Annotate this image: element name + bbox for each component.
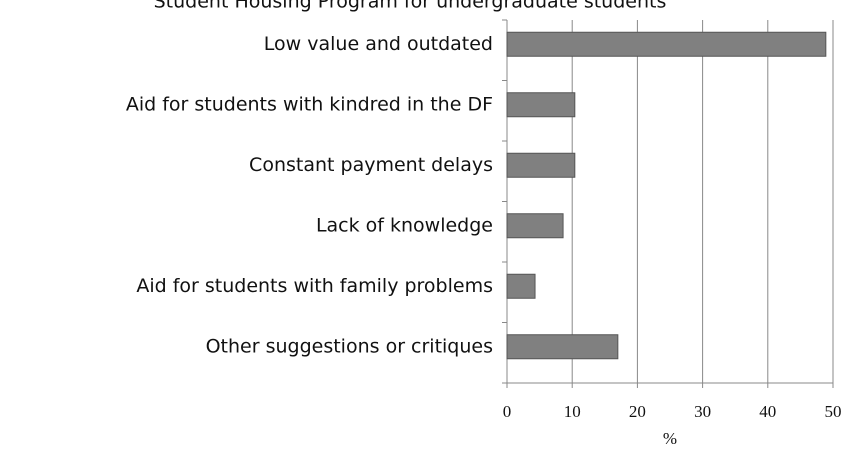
y-tick-label: Low value and outdated xyxy=(264,33,493,55)
bar xyxy=(506,31,827,57)
x-tick-label: 10 xyxy=(564,402,581,421)
bar xyxy=(506,273,536,299)
x-axis-label: % xyxy=(663,429,677,448)
bar xyxy=(506,334,619,360)
bar xyxy=(506,152,576,178)
y-tick-label: Lack of knowledge xyxy=(316,214,493,236)
bar xyxy=(506,213,564,239)
x-tick-label: 50 xyxy=(825,402,842,421)
chart-title: Student Housing Program for undergraduat… xyxy=(154,0,667,13)
y-tick-label: Aid for students with family problems xyxy=(136,275,493,297)
y-tick-label: Aid for students with kindred in the DF xyxy=(126,93,493,115)
y-tick-label: Other suggestions or critiques xyxy=(206,335,493,357)
bar xyxy=(506,92,576,118)
x-tick-label: 20 xyxy=(629,402,646,421)
x-tick-label: 0 xyxy=(503,402,512,421)
x-tick-label: 40 xyxy=(759,402,776,421)
x-tick-label: 30 xyxy=(694,402,711,421)
y-tick-label: Constant payment delays xyxy=(249,154,493,176)
